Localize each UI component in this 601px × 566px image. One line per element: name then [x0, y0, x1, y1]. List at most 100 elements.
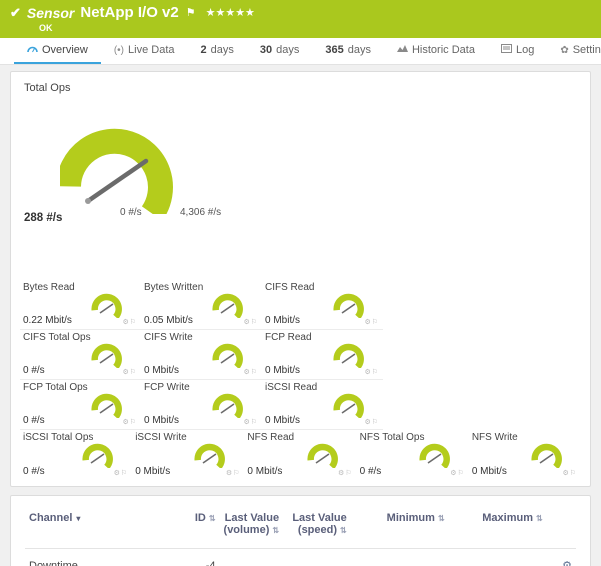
tab-log[interactable]: Log	[488, 38, 547, 64]
gauge-iscsi-read: iSCSI Read ⚙⚐ 0 Mbit/s	[262, 380, 383, 430]
gauge-nfs-write: NFS Write ⚙⚐ 0 Mbit/s	[469, 430, 581, 480]
gauge-value: 0 Mbit/s	[471, 466, 507, 477]
cell-actions[interactable]: ⚙	[546, 548, 576, 566]
sensor-header-line: ✔ Sensor NetApp I/O v2 ⚑ ★★★★★	[10, 4, 591, 21]
sort-icon: ⇅	[272, 526, 280, 535]
gauge-mini-icons[interactable]: ⚙⚐	[225, 470, 241, 477]
main-gauge-total-ops: Total Ops 0 #/s 4,306 #/s 288 #/s	[20, 80, 232, 280]
gauge-dial	[333, 338, 367, 371]
gauge-label: iSCSI Write	[135, 432, 187, 443]
cell-channel: Downtime	[25, 548, 171, 566]
gauge-label: NFS Read	[247, 432, 295, 443]
gauge-mini-icons[interactable]: ⚙⚐	[243, 369, 258, 376]
gauge-mini-icons[interactable]: ⚙⚐	[364, 419, 379, 426]
gauge-dial	[333, 388, 367, 421]
content-wrap: Total Ops 0 #/s 4,306 #/s 288 #/s Bytes …	[0, 65, 601, 566]
gauge-label: iSCSI Read	[265, 382, 318, 393]
column-header-minimum[interactable]: Minimum ⇅	[350, 496, 449, 549]
object-kind-label: Sensor	[26, 4, 75, 21]
gauge-mini-icons[interactable]: ⚙⚐	[364, 319, 379, 326]
column-header-actions	[546, 496, 576, 549]
tab-overview[interactable]: Overview	[14, 38, 101, 64]
main-gauge-label: Total Ops	[24, 82, 71, 94]
tab-settings[interactable]: ✿ Settings	[547, 38, 601, 64]
tab-365-days[interactable]: 365 days	[312, 38, 384, 64]
column-label: Last Value	[224, 512, 280, 524]
main-gauge-value: 288 #/s	[24, 212, 63, 224]
gauge-mini-icons[interactable]: ⚙⚐	[338, 470, 353, 477]
gauge-mini-icons[interactable]: ⚙⚐	[122, 419, 137, 426]
gauge-mini-icons[interactable]: ⚙⚐	[562, 470, 578, 477]
gauge-dial	[91, 338, 125, 371]
tab-log-label: Log	[515, 44, 535, 56]
gauge-mini-icons[interactable]: ⚙⚐	[364, 369, 379, 376]
tab-bar: Overview (•) Live Data 2 days 30 days 36…	[0, 38, 601, 65]
gauge-mini-icons[interactable]: ⚙⚐	[243, 419, 258, 426]
main-gauge-dial	[55, 98, 186, 221]
cell-minimum	[350, 548, 449, 566]
tab-live-data-label: Live Data	[128, 44, 175, 56]
column-header-last-value-speed[interactable]: Last Value (speed) ⇅	[283, 496, 351, 549]
tab-30-days-number: 30	[259, 44, 273, 56]
gauge-label: CIFS Write	[144, 332, 193, 343]
gauge-dial	[212, 288, 246, 321]
tab-settings-label: Settings	[572, 44, 601, 56]
table-row[interactable]: Downtime -4 ⚙	[25, 548, 576, 566]
main-gauge-scale-min: 0 #/s	[120, 207, 142, 218]
gauge-label: NFS Total Ops	[359, 432, 425, 443]
small-gauges-grid: Bytes Read ⚙⚐ 0.22 Mbit/s Bytes Written …	[20, 280, 384, 430]
gauge-value: 0 Mbit/s	[247, 466, 283, 477]
column-header-maximum[interactable]: Maximum ⇅	[448, 496, 547, 549]
column-header-last-value-volume[interactable]: Last Value (volume) ⇅	[219, 496, 284, 549]
gauge-label: NFS Write	[471, 432, 518, 443]
gauge-bytes-read: Bytes Read ⚙⚐ 0.22 Mbit/s	[20, 280, 141, 330]
gauge-icon	[27, 44, 38, 56]
tab-live-data[interactable]: (•) Live Data	[101, 38, 188, 64]
cell-speed	[283, 548, 351, 566]
gauge-label: FCP Read	[265, 332, 312, 343]
gauge-fcp-total-ops: FCP Total Ops ⚙⚐ 0 #/s	[20, 380, 141, 430]
gear-icon[interactable]: ⚙	[562, 560, 572, 566]
tab-2-days[interactable]: 2 days	[188, 38, 247, 64]
gauge-label: Bytes Read	[23, 282, 75, 293]
gauge-label: Bytes Written	[144, 282, 204, 293]
gauge-mini-icons[interactable]: ⚙⚐	[113, 470, 129, 477]
cell-maximum	[448, 548, 547, 566]
column-label: Minimum	[386, 512, 435, 524]
gear-icon: ✿	[560, 44, 569, 56]
tab-overview-label: Overview	[42, 44, 88, 56]
column-header-channel[interactable]: Channel ▾	[25, 496, 171, 549]
gauge-iscsi-total-ops: iSCSI Total Ops ⚙⚐ 0 #/s	[20, 430, 132, 480]
column-sublabel: (speed)	[297, 524, 338, 536]
column-header-id[interactable]: ID ⇅	[170, 496, 220, 549]
tab-30-days[interactable]: 30 days	[247, 38, 313, 64]
gauge-value: 0 Mbit/s	[144, 415, 180, 426]
gauge-dial	[212, 388, 246, 421]
gauge-mini-icons[interactable]: ⚙⚐	[243, 319, 258, 326]
gauge-mini-icons[interactable]: ⚙⚐	[122, 319, 137, 326]
bottom-gauges-row: iSCSI Total Ops ⚙⚐ 0 #/s iSCSI Write ⚙⚐ …	[20, 430, 581, 480]
tab-2-days-number: 2	[200, 44, 207, 56]
gauge-value: 0 #/s	[359, 466, 382, 477]
chart-icon	[396, 44, 408, 56]
gauge-cifs-read: CIFS Read ⚙⚐ 0 Mbit/s	[262, 280, 383, 330]
gauge-fcp-write: FCP Write ⚙⚐ 0 Mbit/s	[141, 380, 262, 430]
gauge-value: 0 Mbit/s	[135, 466, 171, 477]
gauge-value: 0 #/s	[23, 365, 45, 376]
channels-table: Channel ▾ ID ⇅ Last Value (volume) ⇅ Last V…	[25, 496, 576, 566]
flag-icon[interactable]: ⚑	[185, 7, 196, 19]
sort-icon: ⇅	[340, 526, 347, 535]
gauge-value: 0.05 Mbit/s	[144, 315, 193, 326]
channels-table-body: Downtime -4 ⚙ Bytes Read 1 1.58 MB 0.22 …	[25, 548, 576, 566]
gauge-label: iSCSI Total Ops	[23, 432, 94, 443]
gauges-panel: Total Ops 0 #/s 4,306 #/s 288 #/s Bytes …	[10, 71, 591, 487]
gauge-mini-icons[interactable]: ⚙⚐	[450, 470, 465, 477]
gauge-mini-icons[interactable]: ⚙⚐	[122, 369, 137, 376]
tab-2-days-label: days	[210, 44, 234, 56]
priority-stars[interactable]: ★★★★★	[205, 7, 255, 19]
sort-icon: ⇅	[536, 514, 543, 523]
gauge-fcp-read: FCP Read ⚙⚐ 0 Mbit/s	[262, 330, 383, 380]
gauge-dial	[82, 438, 116, 471]
gauge-bytes-written: Bytes Written ⚙⚐ 0.05 Mbit/s	[141, 280, 262, 330]
tab-historic-data[interactable]: Historic Data	[384, 38, 488, 64]
